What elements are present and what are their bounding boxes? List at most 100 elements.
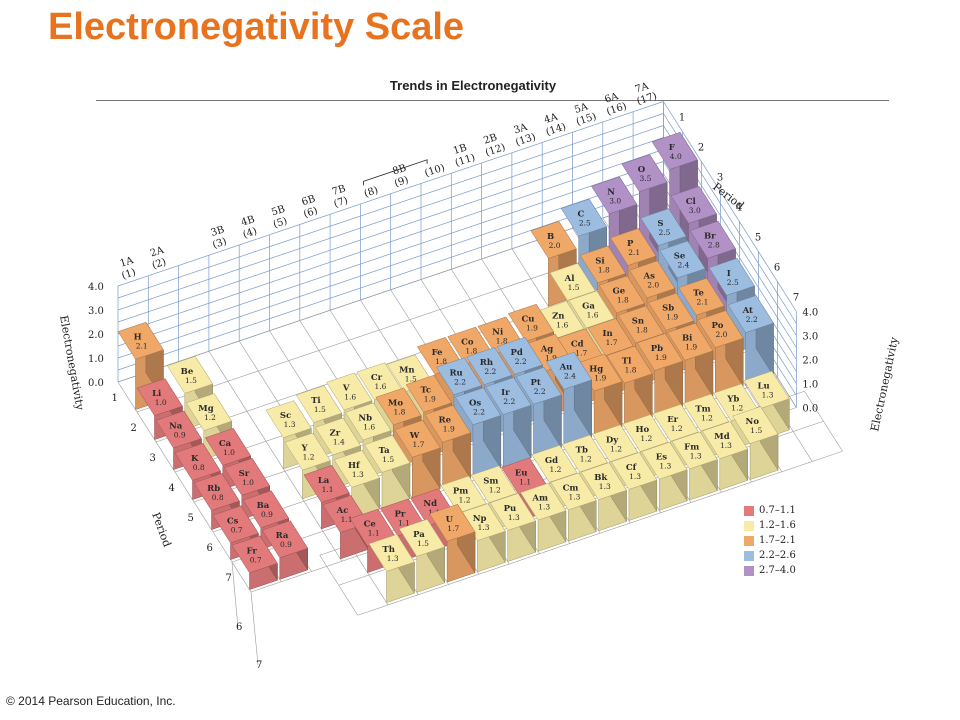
group-label: 2A(2): [149, 245, 168, 272]
element-electronegativity: 2.2: [484, 367, 496, 376]
bar-top-face: [636, 333, 683, 371]
bar-top-face: [185, 393, 233, 431]
element-electronegativity: 1.8: [435, 357, 447, 366]
group-label-top: 1A: [119, 255, 136, 270]
legend-item: 2.7–4.0: [744, 565, 824, 577]
element-electronegativity: 1.2: [550, 465, 562, 474]
bar-top-face: [424, 404, 471, 443]
element-electronegativity: 1.2: [731, 403, 743, 412]
element-bar-Hg: Hg1.9: [576, 353, 623, 437]
legend-label: 2.7–4.0: [759, 565, 796, 576]
bar-top-face: [242, 490, 290, 529]
bar-top-face: [697, 310, 744, 348]
element-symbol: Cf: [626, 463, 638, 473]
element-symbol: S: [657, 219, 663, 229]
bar-top-face: [520, 482, 567, 521]
element-symbol: Ni: [492, 327, 504, 337]
element-symbol: Se: [674, 251, 686, 261]
bar-top-face: [648, 292, 695, 331]
element-electronegativity: 1.7: [606, 338, 618, 347]
en-tick-left: 1.0: [88, 354, 104, 365]
element-symbol: No: [746, 417, 760, 427]
bar-top-face: [436, 357, 483, 396]
bar-top-face: [333, 450, 380, 488]
group-label-number: (6): [302, 205, 319, 220]
element-electronegativity: 1.6: [363, 422, 375, 431]
bar-top-face: [261, 520, 309, 559]
element-symbol: Tb: [576, 446, 588, 456]
element-electronegativity: 1.9: [526, 324, 538, 333]
element-electronegativity: 1.8: [636, 325, 648, 334]
bar-top-face: [617, 305, 664, 344]
period-tick-back: 6: [774, 263, 780, 274]
element-electronegativity: 2.1: [136, 342, 148, 351]
group-label-number: (1): [120, 267, 137, 282]
element-symbol: Ag: [540, 345, 554, 355]
legend-swatch: [744, 551, 754, 561]
element-symbol: Mn: [399, 365, 415, 375]
bar-top-face: [489, 493, 536, 531]
element-symbol: Fe: [432, 348, 444, 358]
bar-top-face: [193, 473, 240, 511]
element-electronegativity: 1.9: [666, 313, 678, 322]
group-label: 4A(14): [543, 111, 568, 138]
period-tick-back: 2: [698, 143, 704, 154]
group-label: 2B(12): [482, 132, 507, 159]
element-electronegativity: 1.8: [394, 407, 406, 416]
element-electronegativity: 1.5: [314, 405, 326, 414]
slide-title: Electronegativity Scale: [48, 6, 465, 48]
bar-top-face: [701, 421, 749, 460]
element-electronegativity: 2.5: [579, 219, 591, 228]
group-label-top: 2A: [149, 245, 166, 260]
element-symbol: Be: [181, 367, 194, 377]
en-tick-right: 3.0: [802, 332, 818, 343]
element-electronegativity: 1.3: [538, 503, 550, 512]
en-tick-right: 4.0: [802, 308, 818, 319]
element-symbol: Al: [564, 274, 576, 284]
element-symbol: C: [577, 210, 584, 220]
group-label: 6A(16): [603, 91, 628, 118]
element-electronegativity: 1.2: [204, 413, 216, 422]
element-symbol: Cu: [522, 315, 535, 325]
element-symbol: Ce: [364, 520, 377, 530]
bar-top-face: [485, 377, 532, 415]
element-electronegativity: 2.2: [746, 315, 758, 324]
element-symbol: Tc: [421, 386, 432, 396]
bar-top-face: [515, 367, 562, 405]
element-electronegativity: 1.7: [413, 440, 425, 449]
group-label: (10): [423, 162, 446, 179]
element-symbol: Os: [469, 398, 481, 408]
element-electronegativity: 2.2: [515, 357, 527, 366]
legend-item: 2.2–2.6: [744, 550, 824, 562]
floor-gridline: [208, 351, 343, 562]
element-symbol: Nd: [423, 499, 437, 509]
bar-top-face: [429, 504, 476, 542]
element-electronegativity: 1.1: [322, 485, 334, 494]
element-electronegativity: 3.0: [689, 206, 701, 215]
bar-top-face: [470, 465, 517, 504]
element-symbol: Mo: [388, 398, 403, 408]
element-electronegativity: 1.5: [417, 539, 429, 548]
bar-top-face: [545, 351, 593, 390]
element-bar-Ta: Ta1.5: [364, 434, 411, 509]
en-tick-left: 0.0: [88, 378, 104, 389]
bar-top-face: [727, 295, 774, 333]
element-symbol: Si: [595, 256, 605, 266]
group-label: (8): [363, 185, 380, 200]
group-label-number: (4): [242, 226, 259, 241]
element-symbol: Po: [712, 321, 724, 331]
element-electronegativity: 1.3: [629, 472, 641, 481]
bar-top-face: [368, 534, 415, 572]
bar-top-face: [531, 445, 578, 483]
group-label: 6B(6): [300, 194, 319, 221]
bar-top-face: [295, 385, 342, 423]
axis-title-period-left: Period: [149, 511, 173, 549]
element-bar-Bi: Bi1.9: [667, 322, 714, 407]
bar-top-face: [611, 452, 658, 490]
element-symbol: Tm: [695, 405, 710, 415]
element-bar-Bk: Bk1.3: [580, 461, 627, 532]
group-label-number: (10): [423, 162, 446, 179]
group-8b-bracket: [362, 159, 428, 186]
element-symbol: Pb: [651, 344, 663, 354]
